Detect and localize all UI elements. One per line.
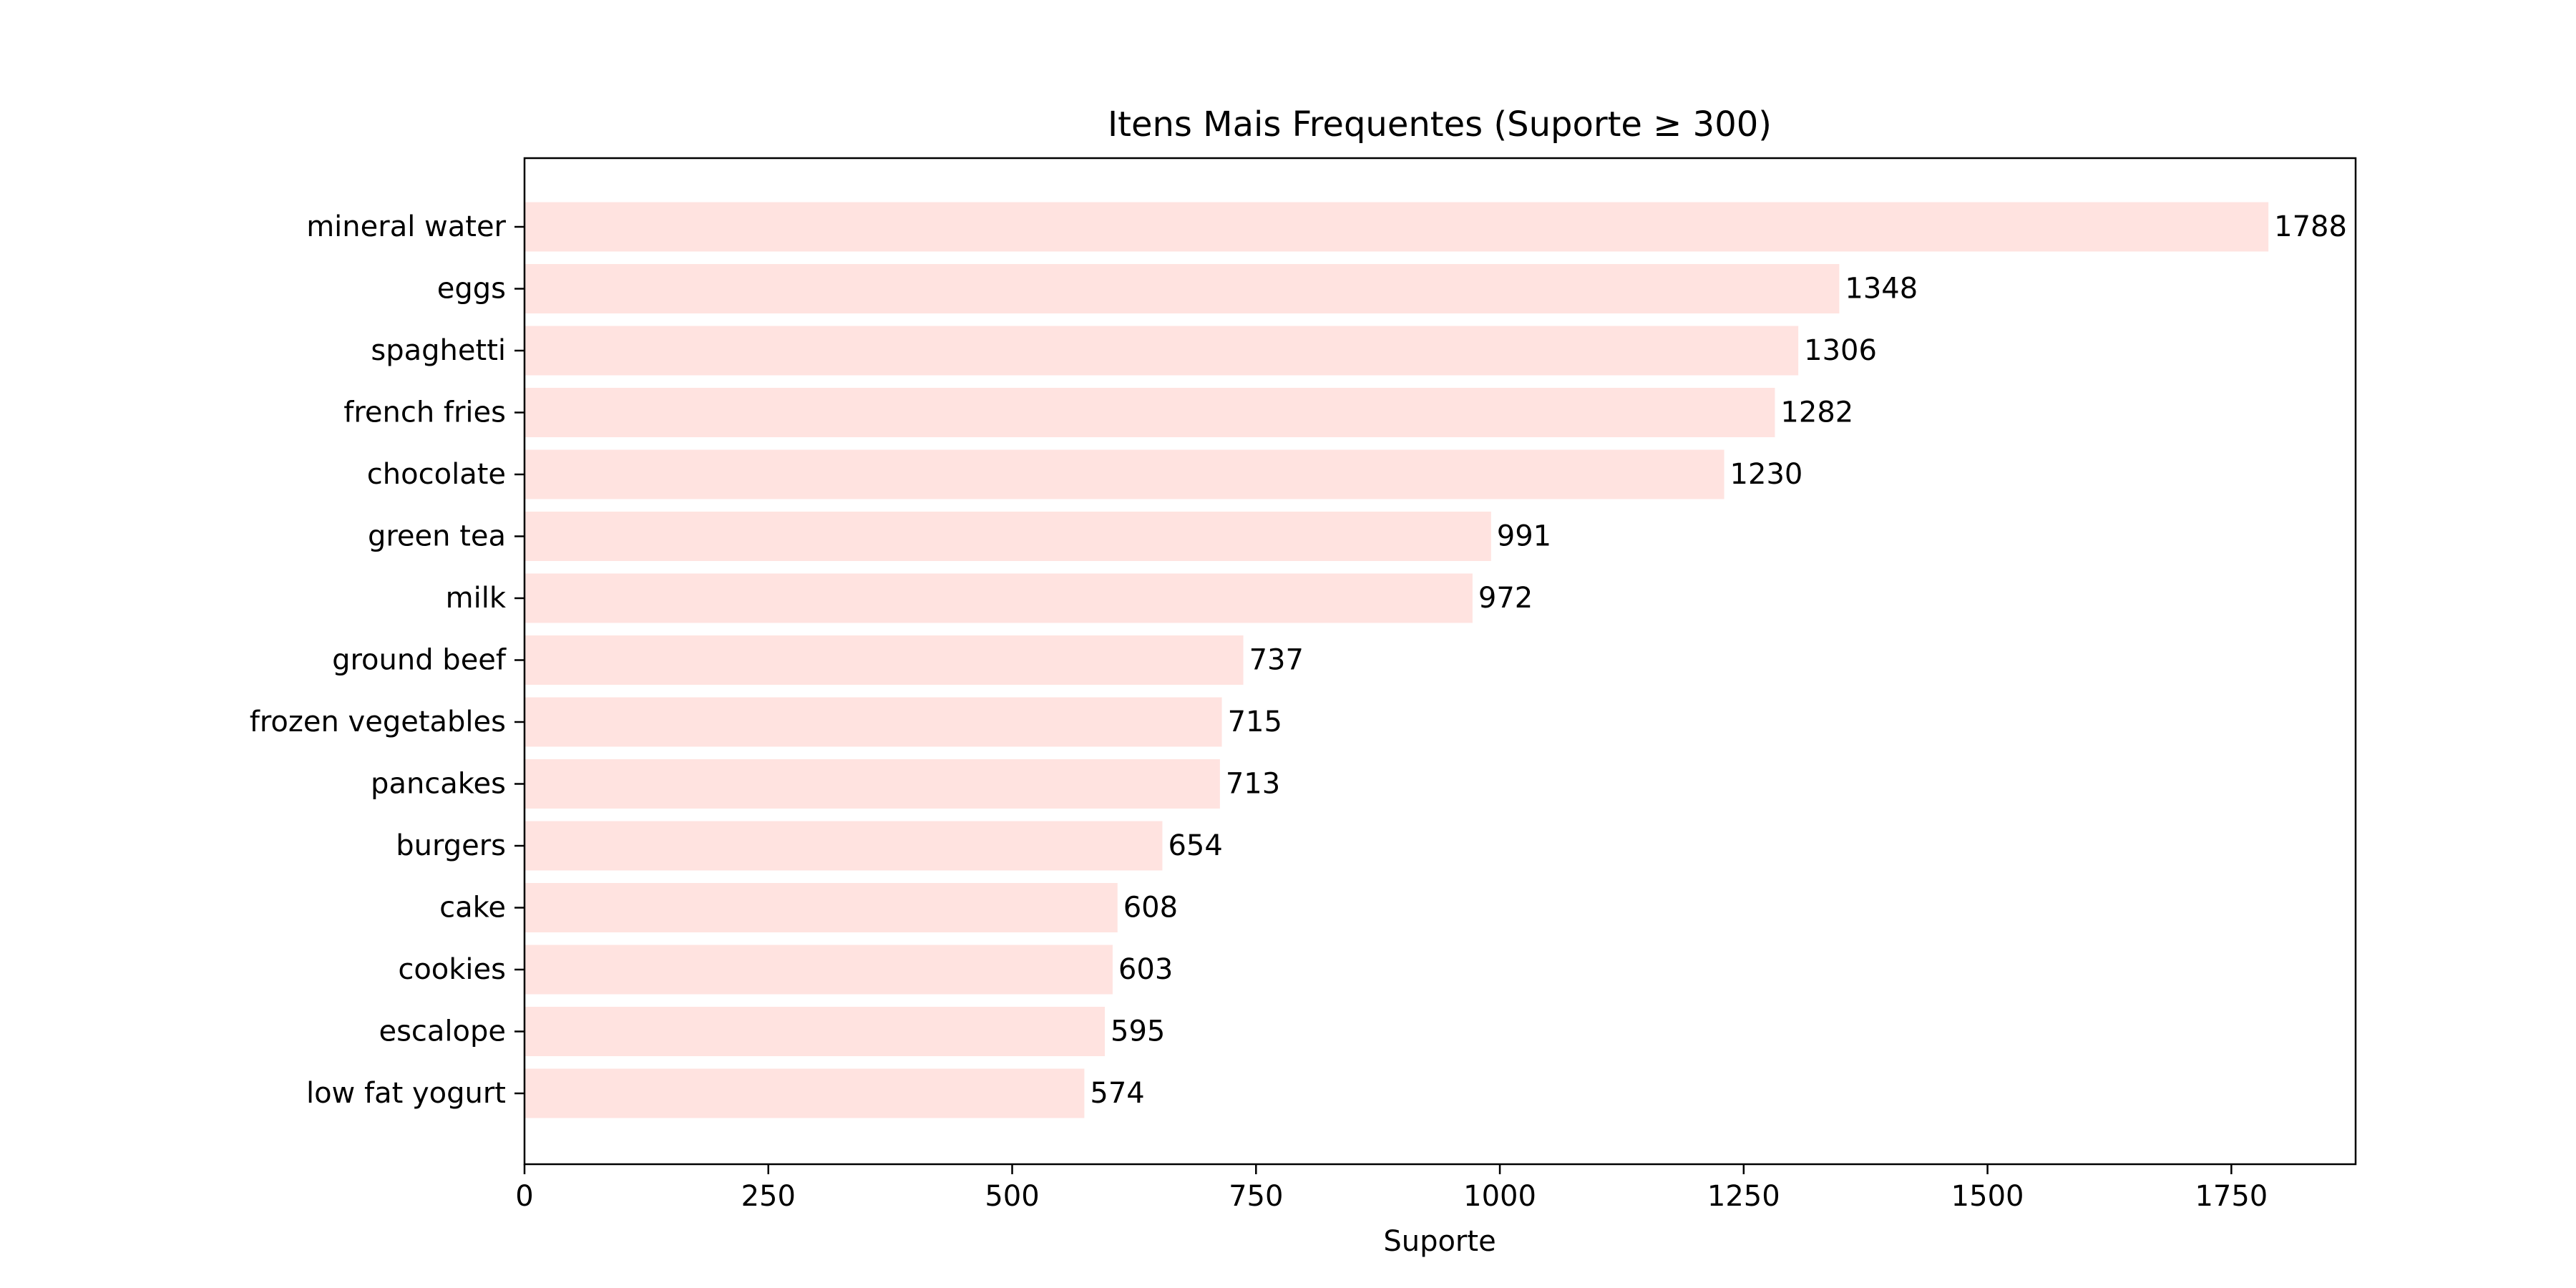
y-tick-label: milk	[446, 582, 507, 615]
y-tick-label: low fat yogurt	[306, 1077, 506, 1110]
data-label: 1788	[2274, 210, 2347, 243]
y-tick-label: french fries	[343, 396, 506, 429]
y-tick-label: green tea	[368, 520, 506, 553]
y-tick-label: frozen vegetables	[250, 706, 506, 738]
bar	[525, 202, 2269, 252]
x-tick-label: 0	[515, 1180, 533, 1213]
bar	[525, 264, 1840, 313]
x-tick-label: 1500	[1951, 1180, 2024, 1213]
y-tick-label: escalope	[379, 1015, 506, 1048]
y-tick-label: eggs	[437, 273, 506, 306]
data-label: 715	[1228, 706, 1282, 738]
bar	[525, 1007, 1106, 1056]
bar	[525, 573, 1473, 623]
bar	[525, 945, 1113, 995]
axes-layer: mineral water eggs spaghetti french fries ch…	[250, 157, 2357, 1213]
y-tick-label: spaghetti	[371, 334, 506, 367]
bar	[525, 883, 1118, 932]
bar	[525, 635, 1244, 685]
data-label: 1282	[1780, 396, 1853, 429]
data-label: 603	[1118, 953, 1173, 986]
y-tick-label: ground beef	[332, 644, 507, 677]
x-tick-label: 1000	[1463, 1180, 1536, 1213]
y-tick-label: mineral water	[306, 210, 506, 243]
x-tick-label: 500	[985, 1180, 1039, 1213]
data-label: 654	[1168, 829, 1222, 862]
bar	[525, 1068, 1085, 1118]
x-tick-label: 1250	[1707, 1180, 1780, 1213]
y-tick-label: cake	[439, 892, 506, 924]
bar	[525, 326, 1799, 376]
chart-title: Itens Mais Frequentes (Suporte ≥ 300)	[1108, 104, 1772, 145]
x-tick-label: 1750	[2195, 1180, 2268, 1213]
data-label: 1230	[1730, 458, 1803, 491]
bar	[525, 759, 1220, 809]
y-tick-label: cookies	[398, 953, 506, 986]
y-tick-label: chocolate	[367, 458, 506, 491]
data-label: 608	[1123, 892, 1178, 924]
data-label: 1348	[1845, 273, 1918, 306]
data-label: 574	[1090, 1077, 1144, 1110]
x-tick-label: 750	[1229, 1180, 1283, 1213]
y-tick-label: pancakes	[371, 768, 506, 801]
y-tick-label: burgers	[396, 829, 506, 862]
plot-frame	[523, 157, 2357, 1166]
data-label: 713	[1226, 768, 1280, 801]
bar	[525, 512, 1491, 561]
x-axis-label: Suporte	[1383, 1225, 1496, 1258]
bar	[525, 449, 1724, 499]
data-label: 1306	[1804, 334, 1877, 367]
bar	[525, 697, 1222, 747]
data-label: 972	[1478, 582, 1533, 615]
data-label: 595	[1111, 1015, 1165, 1048]
data-label: 991	[1497, 520, 1551, 553]
x-tick-label: 250	[741, 1180, 796, 1213]
bar	[525, 388, 1775, 437]
data-label: 737	[1249, 644, 1304, 677]
bars-layer	[525, 202, 2269, 1118]
bar	[525, 821, 1163, 871]
